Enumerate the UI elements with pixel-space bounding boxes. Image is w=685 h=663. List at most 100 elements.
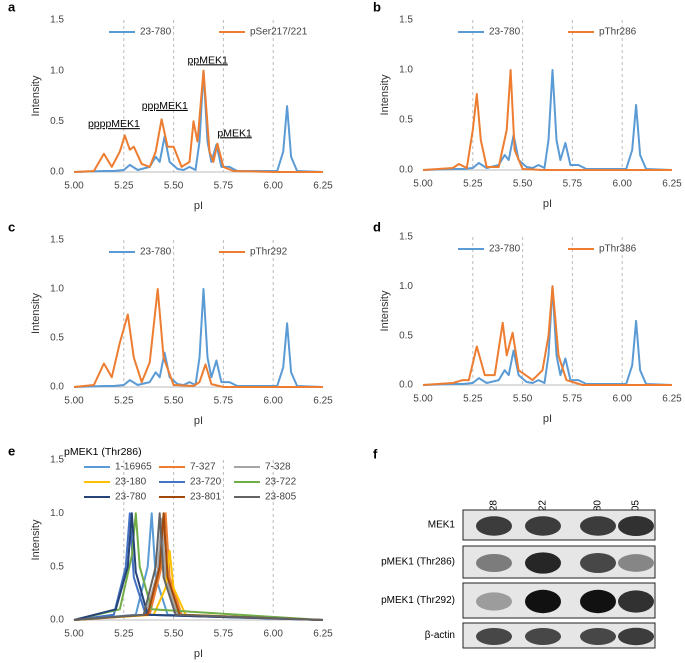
legend-label: pThr286	[599, 27, 637, 38]
x-tick-label: 5.00	[64, 629, 84, 640]
y-axis-title: Intensity	[30, 75, 42, 116]
legend-label: 1-16965	[115, 462, 152, 473]
x-axis-title: pI	[194, 415, 203, 427]
x-tick-label: 5.50	[513, 179, 533, 190]
x-tick-label: 6.00	[263, 629, 283, 640]
band	[476, 516, 512, 536]
annotation: ppMEK1	[188, 54, 228, 66]
legend-label: pThr386	[599, 244, 637, 255]
y-axis-title: Intensity	[379, 290, 391, 331]
x-tick-label: 5.50	[513, 394, 533, 405]
series-line	[422, 69, 672, 171]
legend-label: 23-780	[140, 247, 172, 258]
series-line	[422, 285, 672, 386]
x-tick-label: 6.00	[263, 181, 283, 192]
chart-panel: a 5.00 5.25 5.50 5.75 6.00 6.25 0.0 0.5 1.0 1.5 pI I…	[8, 0, 333, 212]
x-axis-title: pI	[543, 413, 552, 425]
legend-label: 23-780	[140, 27, 172, 38]
band	[525, 516, 561, 536]
band	[525, 589, 561, 614]
y-tick-label: 0.5	[50, 561, 64, 572]
y-tick-label: 0.0	[399, 165, 413, 176]
y-tick-label: 1.0	[399, 65, 413, 76]
series-line	[73, 69, 324, 173]
panel-letter: a	[8, 0, 16, 14]
x-tick-label: 5.75	[214, 629, 234, 640]
x-tick-label: 5.50	[164, 181, 184, 192]
legend-label: 23-780	[489, 27, 521, 38]
x-axis-title: pI	[194, 200, 203, 212]
band	[580, 628, 616, 645]
band	[476, 628, 512, 645]
x-tick-label: 6.25	[313, 181, 333, 192]
y-tick-label: 1.0	[50, 284, 64, 295]
series-line	[73, 512, 324, 621]
band	[618, 627, 654, 646]
legend-label: 23-180	[115, 477, 147, 488]
row-label: pMEK1 (Thr286)	[381, 557, 455, 568]
x-tick-label: 5.50	[164, 396, 184, 407]
series-line	[73, 512, 324, 621]
y-tick-label: 1.5	[50, 455, 64, 466]
series-line	[73, 288, 323, 388]
annotation: pMEK1	[217, 127, 252, 139]
y-tick-label: 1.5	[50, 15, 64, 26]
x-tick-label: 5.00	[413, 394, 433, 405]
chart-panel: b 5.00 5.25 5.50 5.75 6.00 6.25 0.0 0.5 1.0 1.5 pI I…	[373, 0, 682, 210]
x-tick-label: 5.25	[114, 629, 134, 640]
band	[525, 552, 561, 574]
band	[580, 589, 616, 614]
y-tick-label: 0.5	[399, 115, 413, 126]
band	[618, 590, 654, 613]
panel-letter: b	[373, 0, 381, 14]
y-tick-label: 1.0	[50, 508, 64, 519]
x-axis-title: pI	[543, 198, 552, 210]
legend-label: 7-328	[265, 462, 291, 473]
x-tick-label: 6.25	[313, 629, 333, 640]
chart-title: pMEK1 (Thr286)	[64, 446, 142, 458]
y-tick-label: 0.0	[50, 167, 64, 178]
series-line	[73, 517, 324, 621]
band	[580, 552, 616, 574]
x-tick-label: 6.00	[612, 394, 632, 405]
y-tick-label: 0.5	[50, 116, 64, 127]
band	[580, 516, 616, 536]
panel-letter: c	[8, 219, 15, 234]
legend-label: 23-801	[190, 492, 222, 503]
y-tick-label: 1.5	[50, 235, 64, 246]
series-line	[73, 288, 324, 388]
x-tick-label: 5.00	[64, 181, 84, 192]
x-tick-label: 5.25	[463, 394, 483, 405]
chart-panel: e pMEK1 (Thr286) 5.00 5.25 5.50 5.75 6.00 6.25 0…	[8, 443, 333, 659]
legend-label: 23-720	[190, 477, 222, 488]
y-tick-label: 0.0	[50, 615, 64, 626]
panel-letter: f	[373, 446, 378, 461]
y-tick-label: 1.0	[399, 281, 413, 292]
row-label: pMEK1 (Thr292)	[381, 595, 455, 606]
x-tick-label: 6.25	[662, 394, 682, 405]
series-line	[73, 512, 324, 621]
series-line	[73, 512, 324, 621]
legend-label: pSer217/221	[250, 27, 308, 38]
y-tick-label: 1.5	[399, 15, 413, 26]
series-line	[73, 512, 324, 621]
panel-letter: e	[8, 443, 15, 458]
y-axis-title: Intensity	[30, 293, 42, 334]
x-tick-label: 5.75	[214, 396, 234, 407]
series-line	[73, 512, 324, 621]
y-tick-label: 0.5	[50, 333, 64, 344]
y-axis-title: Intensity	[30, 519, 42, 560]
y-axis-title: Intensity	[379, 74, 391, 115]
x-tick-label: 5.25	[114, 181, 134, 192]
x-tick-label: 5.75	[214, 181, 234, 192]
band	[476, 592, 512, 611]
row-label: MEK1	[428, 520, 456, 531]
y-tick-label: 0.0	[399, 380, 413, 391]
band	[618, 554, 654, 572]
legend-label: 23-722	[265, 477, 297, 488]
chart-panel: c 5.00 5.25 5.50 5.75 6.00 6.25 0.0 0.5 1.0 1.5 pI I…	[8, 219, 333, 426]
row-label: β-actin	[425, 630, 455, 641]
x-tick-label: 6.00	[263, 396, 283, 407]
